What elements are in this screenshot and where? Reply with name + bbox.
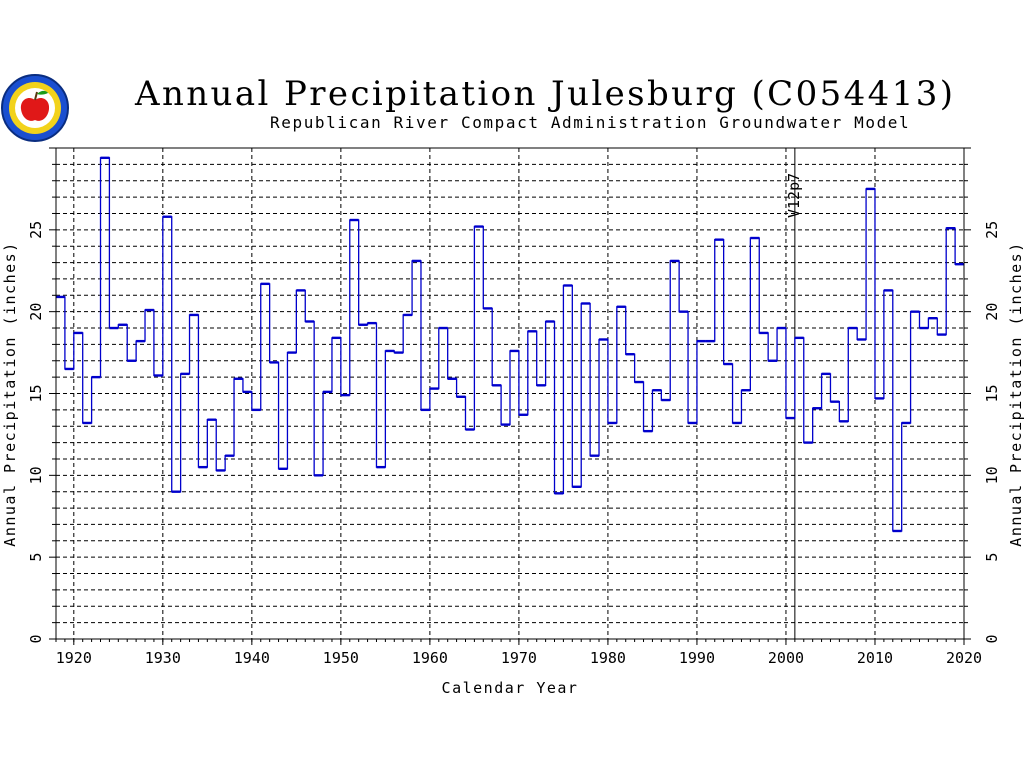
y-left-tick-label: 25 (27, 221, 45, 239)
y-right-tick-label: 25 (983, 221, 1001, 239)
y-right-tick-label: 20 (983, 303, 1001, 321)
y-right-tick-label: 5 (983, 553, 1001, 562)
x-axis-title: Calendar Year (442, 679, 579, 697)
x-tick-label: 1970 (501, 649, 537, 667)
y-right-tick-label: 10 (983, 466, 1001, 484)
x-tick-label: 1940 (234, 649, 270, 667)
x-tick-label: 2020 (946, 649, 982, 667)
y-right-tick-label: 15 (983, 384, 1001, 402)
x-axis-ticks: 1920 1930 1940 1950 1960 1970 1980 1990 2000 2010… (55, 639, 982, 667)
version-marker-label: V12p7 (785, 173, 803, 218)
agency-seal-logo (1, 74, 69, 142)
chart-subtitle: Republican River Compact Administration … (270, 113, 911, 132)
y-left-tick-label: 5 (27, 553, 45, 562)
x-tick-label: 1950 (323, 649, 359, 667)
y-axis-left-ticks: 0 5 10 15 20 25 (27, 147, 56, 644)
y-axis-right-title: Annual Precipitation (inches) (1007, 241, 1024, 546)
precipitation-series (56, 156, 964, 533)
x-tick-label: 1960 (412, 649, 448, 667)
y-right-tick-label: 0 (983, 634, 1001, 643)
y-axis-left-title: Annual Precipitation (inches) (1, 241, 19, 546)
y-left-tick-label: 10 (27, 466, 45, 484)
x-tick-label: 1930 (145, 649, 181, 667)
x-tick-label: 2010 (857, 649, 893, 667)
x-tick-label: 1990 (679, 649, 715, 667)
y-axis-right-ticks: 0 5 10 15 20 25 (964, 147, 1001, 644)
precipitation-step-line (56, 157, 964, 532)
y-left-tick-label: 20 (27, 303, 45, 321)
x-tick-label: 2000 (768, 649, 804, 667)
x-tick-label: 1980 (590, 649, 626, 667)
x-tick-label: 1920 (56, 649, 92, 667)
chart-title: Annual Precipitation Julesburg (C054413) (135, 74, 956, 114)
y-left-tick-label: 15 (27, 384, 45, 402)
y-left-tick-label: 0 (27, 634, 45, 643)
